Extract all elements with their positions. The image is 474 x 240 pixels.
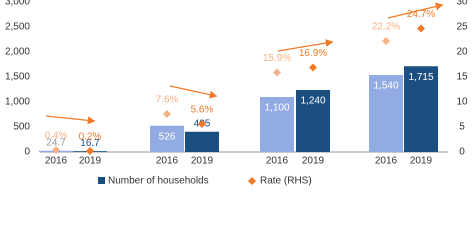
bar [185, 131, 219, 152]
bar [296, 90, 330, 152]
y-tick-label: 500 [13, 122, 30, 133]
bar [404, 66, 438, 152]
legend-label: Number of households [108, 176, 209, 187]
legend-swatch [248, 177, 256, 185]
bar [260, 97, 294, 152]
rate-value-label: 15.9% [263, 53, 291, 64]
rate-marker [309, 63, 317, 72]
trend-arrow [277, 39, 334, 52]
rate-value-label: 5.6% [191, 105, 214, 116]
rate-value-label: 0.4% [45, 131, 68, 142]
bar-value-label: 16.7 [80, 138, 100, 149]
y2-tick-label: 10 [456, 97, 468, 108]
y-tick-label: 1,000 [5, 97, 30, 108]
legend-swatch [98, 177, 105, 184]
bar-value-label: 1,100 [264, 103, 289, 114]
bar [369, 75, 403, 152]
trend-arrow [45, 115, 96, 125]
rate-marker [86, 147, 94, 155]
y2-tick-label: 15 [456, 72, 468, 83]
bar-value-label: 1,715 [408, 72, 433, 83]
x-tick-label: 2016 [375, 156, 398, 167]
y-tick-label: 0 [24, 147, 30, 158]
x-tick-label: 2016 [156, 156, 179, 167]
legend-label: Rate (RHS) [260, 176, 312, 187]
bar-value-label: 526 [159, 131, 176, 142]
y2-tick-label: 0 [459, 147, 465, 158]
x-tick-label: 2019 [410, 156, 433, 167]
x-tick-label: 2016 [266, 156, 289, 167]
trend-arrow [169, 85, 218, 99]
x-tick-label: 2019 [191, 156, 214, 167]
x-tick-label: 2019 [302, 156, 325, 167]
y2-tick-label: 20 [456, 47, 468, 58]
y2-tick-label: 30 [456, 0, 468, 8]
rate-value-label: 24.7% [407, 9, 435, 20]
rate-marker [382, 37, 390, 45]
x-tick-label: 2016 [45, 156, 68, 167]
y-tick-label: 3,000 [5, 0, 30, 8]
chart: 0 500 1,000 1,500 2,000 2,500 3,000 0 5 10 15 20 25 3… [5, 0, 468, 187]
x-tick-label: 2019 [79, 156, 102, 167]
rate-value-label: 22.2% [372, 22, 400, 33]
y-tick-label: 1,500 [5, 72, 30, 83]
y-tick-label: 2,500 [5, 22, 30, 33]
rate-value-label: 0.2% [79, 132, 102, 143]
bar-value-label: 1,240 [300, 96, 325, 107]
y2-tick-label: 25 [456, 22, 468, 33]
rate-value-label: 16.9% [299, 48, 327, 59]
bar [150, 125, 184, 152]
rate-value-label: 7.6% [156, 95, 179, 106]
y-tick-label: 2,000 [5, 47, 30, 58]
trend-arrow [387, 2, 444, 19]
bar-value-label: 24.7 [46, 137, 66, 148]
bar-value-label: 1,540 [373, 81, 398, 92]
rate-marker [163, 110, 171, 118]
rate-marker [52, 146, 60, 154]
rate-marker [198, 120, 206, 128]
rate-marker [273, 68, 281, 77]
y2-tick-label: 5 [459, 122, 465, 133]
rate-marker [417, 24, 425, 33]
